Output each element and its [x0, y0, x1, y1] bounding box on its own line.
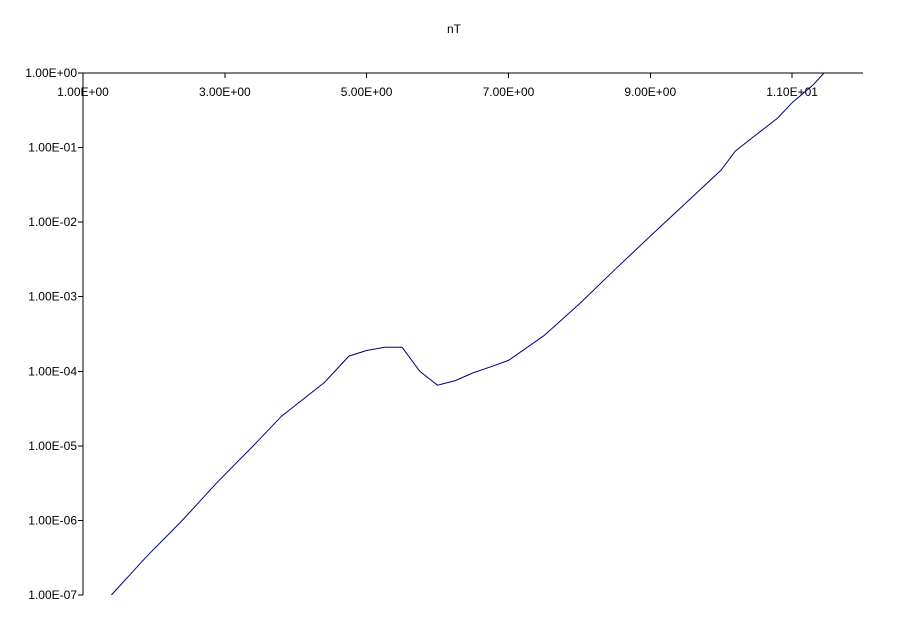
- x-tick-label: 3.00E+00: [199, 85, 251, 99]
- y-tick-label: 1.00E-06: [28, 513, 77, 527]
- y-tick-label: 1.00E-04: [28, 364, 77, 378]
- x-tick-label: 1.10E+01: [766, 85, 818, 99]
- x-tick-label: 5.00E+00: [341, 85, 393, 99]
- series-layer: [111, 72, 825, 596]
- x-tick-label: 9.00E+00: [624, 85, 676, 99]
- y-tick-label: 1.00E-05: [28, 439, 77, 453]
- chart-title: nT: [447, 22, 462, 36]
- tick-layer: 1.00E+00 1.00E-01 1.00E-02 1.00E-03 1.00E-04…: [25, 66, 818, 602]
- y-tick-label: 1.00E-03: [28, 290, 77, 304]
- y-tick-label: 1.00E-07: [28, 588, 77, 602]
- series-line-0: [111, 72, 825, 596]
- y-tick-label: 1.00E+00: [25, 66, 77, 80]
- x-tick-label: 7.00E+00: [483, 85, 535, 99]
- y-tick-label: 1.00E-01: [28, 141, 77, 155]
- axes: [82, 72, 863, 595]
- x-tick-label: 1.00E+00: [57, 85, 109, 99]
- y-tick-label: 1.00E-02: [28, 215, 77, 229]
